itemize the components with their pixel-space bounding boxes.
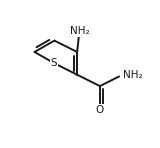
Text: NH₂: NH₂ (70, 26, 90, 36)
Text: S: S (50, 58, 57, 68)
Text: O: O (96, 104, 104, 115)
Text: NH₂: NH₂ (123, 70, 143, 80)
